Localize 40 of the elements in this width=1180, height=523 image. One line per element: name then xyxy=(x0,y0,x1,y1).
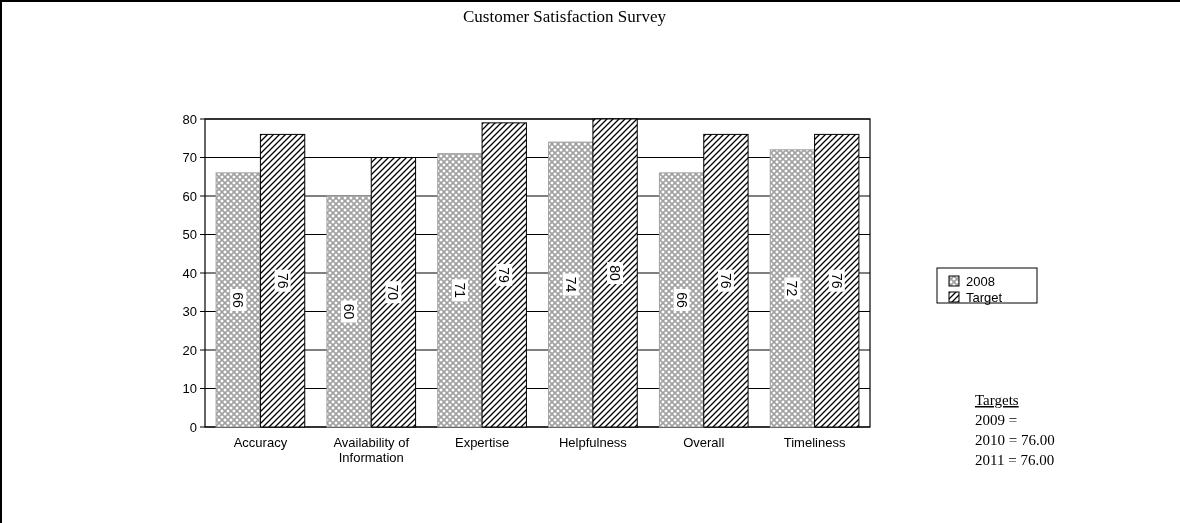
chart-title: Customer Satisfaction Survey xyxy=(462,7,667,26)
x-tick-label: Overall xyxy=(683,435,725,450)
data-label: 76 xyxy=(274,272,291,289)
data-label: 79 xyxy=(496,267,513,283)
legend-label: 2008 xyxy=(966,273,995,289)
data-label: 74 xyxy=(562,276,579,293)
y-tick-label: 40 xyxy=(182,265,197,281)
bar xyxy=(769,149,816,428)
x-tick-label: Accuracy xyxy=(233,435,288,450)
data-label: 80 xyxy=(607,265,624,281)
data-label: 76 xyxy=(717,272,734,289)
text: 2011 = 76.00 xyxy=(975,452,1055,468)
y-tick-label: 0 xyxy=(189,419,197,435)
data-label: 66 xyxy=(230,292,247,308)
data-label: 60 xyxy=(341,303,358,320)
data-label: 70 xyxy=(385,284,402,301)
y-tick-label: 60 xyxy=(182,188,197,204)
legend-label: Target xyxy=(966,289,1003,305)
x-tick-label: Expertise xyxy=(454,435,510,450)
bar xyxy=(326,195,372,428)
y-tick-label: 20 xyxy=(182,342,197,358)
x-tick-label: Helpfulness xyxy=(558,435,628,450)
y-tick-label: 80 xyxy=(182,111,197,127)
y-tick-label: 50 xyxy=(182,227,197,242)
text: 2010 = 76.00 xyxy=(975,432,1055,448)
bar xyxy=(437,153,483,428)
data-label: 72 xyxy=(784,280,801,297)
data-label: 76 xyxy=(828,272,845,289)
text: Targets xyxy=(975,392,1019,408)
bar xyxy=(548,141,594,428)
text: 2009 = xyxy=(975,412,1018,428)
x-tick-label: Timeliness xyxy=(783,435,846,450)
y-tick-label: 30 xyxy=(182,304,197,319)
y-tick-label: 10 xyxy=(182,381,197,396)
data-label: 71 xyxy=(451,282,468,299)
x-tick-label: Availability of Information xyxy=(333,435,410,465)
bar xyxy=(658,172,705,428)
bar xyxy=(215,172,261,428)
data-label: 66 xyxy=(673,292,690,308)
y-tick-label: 70 xyxy=(182,150,197,165)
